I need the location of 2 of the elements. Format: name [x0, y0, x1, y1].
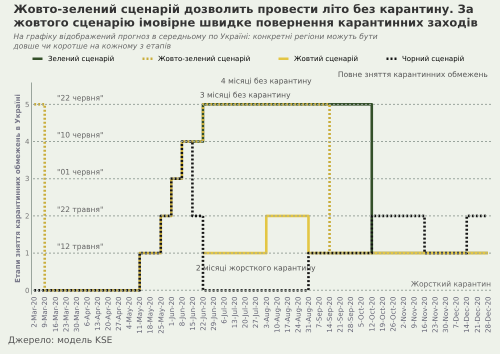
- chart-title: Жовто-зелений сценарій дозволить провести літо без карантину. За жовтого сценарію імовірне швидке повернення карантинних заходів: [14, 2, 478, 30]
- text: Джерело: модель KSE: [7, 336, 114, 346]
